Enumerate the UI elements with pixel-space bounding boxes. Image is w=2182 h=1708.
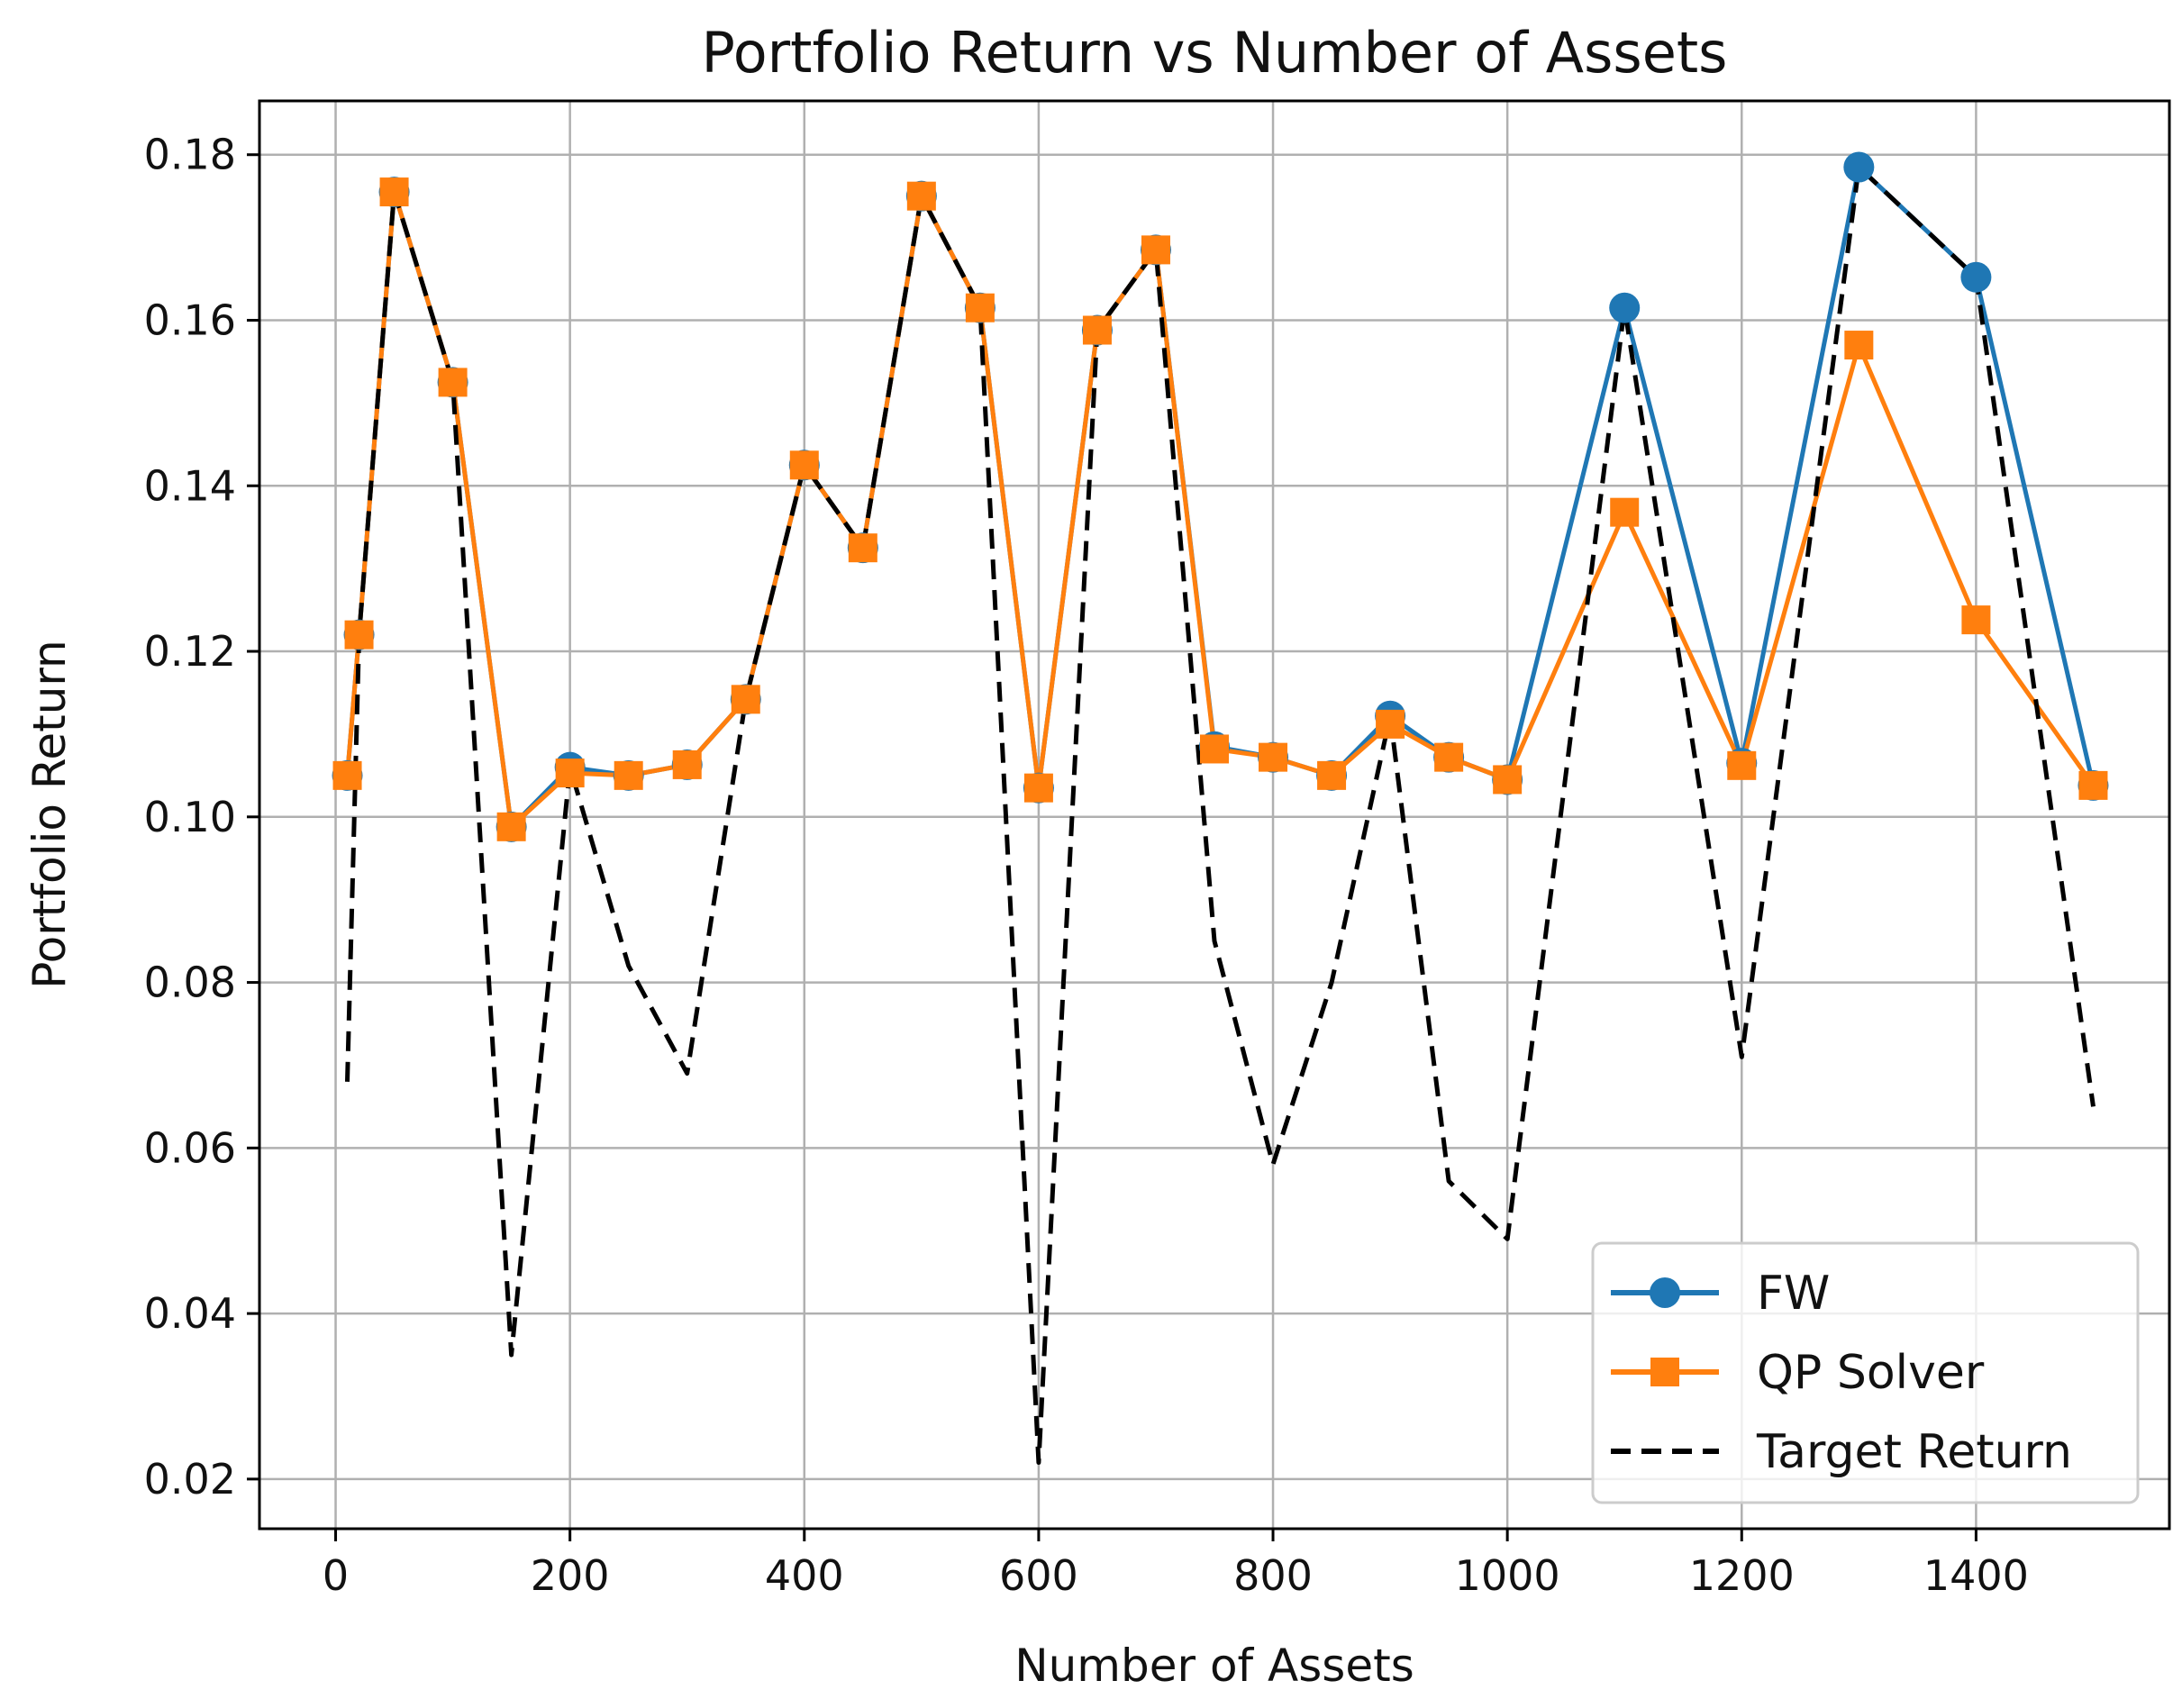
qp-solver-point bbox=[1023, 773, 1053, 803]
qp-solver-point bbox=[555, 759, 585, 788]
qp-solver-point bbox=[438, 368, 468, 397]
qp-solver-point bbox=[379, 177, 409, 207]
qp-solver-point bbox=[1317, 760, 1347, 790]
qp-solver-point bbox=[1376, 709, 1405, 739]
fw-line bbox=[345, 165, 2096, 830]
qp-solver-point bbox=[789, 450, 819, 480]
x-tick-label: 1000 bbox=[1455, 1551, 1560, 1600]
x-tick-label: 1200 bbox=[1689, 1551, 1795, 1600]
qp-solver-point bbox=[1610, 497, 1640, 527]
qp-solver-point bbox=[1493, 765, 1523, 795]
chart-title: Portfolio Return vs Number of Assets bbox=[702, 20, 1728, 86]
qp-solver-point bbox=[1844, 331, 1874, 360]
qp-solver-point bbox=[2078, 770, 2108, 800]
fw-legend-marker bbox=[1650, 1277, 1680, 1308]
y-tick-label: 0.16 bbox=[144, 295, 236, 344]
qp-solver-point bbox=[332, 760, 362, 790]
qp-solver-point bbox=[1961, 605, 1991, 635]
y-tick-label: 0.06 bbox=[144, 1123, 236, 1172]
legend-qp-solver-label: QP Solver bbox=[1757, 1346, 1985, 1400]
y-tick-label: 0.10 bbox=[144, 793, 236, 841]
fw-point bbox=[1609, 292, 1641, 323]
qp-solver-point bbox=[1141, 235, 1170, 265]
legend-box bbox=[1591, 1241, 2140, 1504]
x-tick-label: 0 bbox=[323, 1551, 349, 1600]
fw-point bbox=[1960, 261, 1992, 293]
qp-solver-point bbox=[965, 293, 995, 323]
y-tick-label: 0.12 bbox=[144, 627, 236, 676]
qp-solver-point bbox=[731, 685, 760, 714]
grid bbox=[259, 101, 2169, 1529]
target-return-line bbox=[345, 165, 2096, 1465]
qp-solver-point bbox=[1434, 742, 1464, 772]
y-axis-label: Portfolio Return bbox=[23, 640, 76, 989]
qp-solver-point bbox=[1727, 750, 1757, 780]
qp-solver-legend-marker bbox=[1650, 1358, 1679, 1386]
qp-solver-point bbox=[672, 750, 702, 779]
x-axis-label: Number of Assets bbox=[1014, 1640, 1414, 1692]
y-axis-ticks: 0.02 0.04 0.06 0.08 0.10 0.12 0.14 0.16 0.18 bbox=[144, 131, 259, 1504]
fw-point bbox=[1843, 151, 1875, 183]
qp-solver-line bbox=[345, 189, 2096, 830]
qp-solver-point bbox=[344, 620, 374, 650]
legend-fw-label: FW bbox=[1757, 1267, 1830, 1321]
qp-solver-point bbox=[906, 181, 936, 211]
y-tick-label: 0.18 bbox=[144, 131, 236, 179]
y-tick-label: 0.04 bbox=[144, 1289, 236, 1338]
y-tick-label: 0.14 bbox=[144, 461, 236, 510]
y-tick-label: 0.08 bbox=[144, 958, 236, 1007]
x-tick-label: 400 bbox=[765, 1551, 844, 1600]
legend: FW QP Solver Target Return bbox=[1591, 1241, 2140, 1504]
y-tick-label: 0.02 bbox=[144, 1455, 236, 1504]
qp-solver-point bbox=[496, 812, 526, 841]
qp-solver-point bbox=[1200, 734, 1229, 764]
qp-solver-point bbox=[1082, 315, 1112, 345]
plot-frame bbox=[258, 99, 2171, 1531]
x-tick-label: 1400 bbox=[1923, 1551, 2029, 1600]
series-markers bbox=[332, 151, 2109, 842]
x-axis-ticks: 0 200 400 600 800 1000 1200 1400 bbox=[323, 1529, 2029, 1600]
x-tick-label: 800 bbox=[1233, 1551, 1313, 1600]
x-tick-label: 200 bbox=[531, 1551, 610, 1600]
qp-solver-point bbox=[614, 760, 643, 790]
legend-target-return-label: Target Return bbox=[1756, 1425, 2072, 1479]
qp-solver-point bbox=[1259, 742, 1288, 772]
qp-solver-point bbox=[848, 533, 877, 563]
x-tick-label: 600 bbox=[999, 1551, 1078, 1600]
